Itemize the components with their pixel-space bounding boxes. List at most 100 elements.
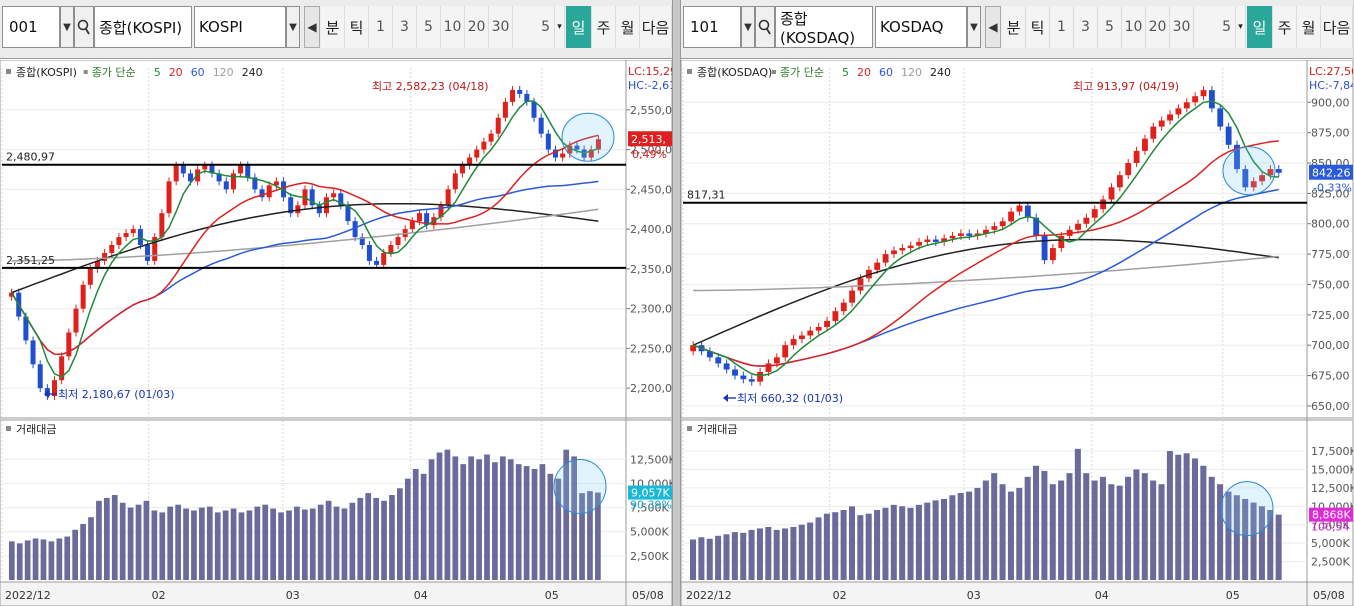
kosdaq-period-tick[interactable]: 틱 bbox=[1026, 6, 1050, 48]
kosdaq-interval-3[interactable]: 3 bbox=[1074, 6, 1098, 48]
high-annotation: 최고 2,582,23 (04/18) bbox=[372, 80, 489, 93]
kosdaq-period-minute[interactable]: 분 bbox=[1002, 6, 1026, 48]
candle-body bbox=[52, 380, 58, 397]
kosdaq-chart-area[interactable]: 900,00 875,00 850,00 825,00 800,00 775,00 750,… bbox=[681, 59, 1353, 606]
volume-bar bbox=[832, 512, 839, 580]
kosdaq-timeframe-week[interactable]: 주 bbox=[1273, 6, 1297, 48]
volume-bar bbox=[103, 497, 110, 580]
volume-bar bbox=[484, 454, 490, 580]
kospi-interval-10[interactable]: 10 bbox=[441, 6, 465, 48]
candle-body bbox=[223, 181, 229, 190]
kospi-interval-3[interactable]: 3 bbox=[393, 6, 417, 48]
kosdaq-code-dropdown-icon[interactable]: ▼ bbox=[741, 6, 755, 48]
volume-bar bbox=[915, 504, 922, 580]
kospi-next-button[interactable]: 다음 bbox=[640, 6, 672, 48]
kosdaq-interval-5[interactable]: 5 bbox=[1098, 6, 1122, 48]
candle-body bbox=[1192, 96, 1199, 103]
kosdaq-interval-20[interactable]: 20 bbox=[1146, 6, 1170, 48]
volume-bar bbox=[167, 506, 174, 580]
volume-bar bbox=[1258, 506, 1265, 580]
legend-ma-period: 5 bbox=[154, 66, 161, 79]
kospi-period-tick[interactable]: 틱 bbox=[345, 6, 369, 48]
volume-tick-label: 2,500K bbox=[1311, 556, 1350, 569]
kospi-code-dropdown-icon[interactable]: ▼ bbox=[60, 6, 74, 48]
kospi-index-select[interactable]: KOSPI bbox=[194, 6, 286, 48]
kosdaq-count-field[interactable]: 5 bbox=[1194, 6, 1236, 48]
kosdaq-index-select[interactable]: KOSDAQ bbox=[875, 6, 967, 48]
kosdaq-next-button[interactable]: 다음 bbox=[1321, 6, 1353, 48]
price-tick-label: 900,00 bbox=[1311, 96, 1350, 109]
candle-body bbox=[87, 268, 93, 285]
volume-bar bbox=[317, 504, 324, 580]
hc-value: HC:-7,84 bbox=[1309, 79, 1353, 92]
volume-bar bbox=[1033, 465, 1040, 580]
kospi-chart-svg[interactable]: 2,550,00 2,500,00 2,450,00 2,400,00 2,350,00… bbox=[0, 59, 672, 606]
candle-body bbox=[331, 193, 337, 198]
volume-bar bbox=[191, 510, 197, 580]
kospi-timeframe-week[interactable]: 주 bbox=[592, 6, 616, 48]
candle-body bbox=[567, 145, 573, 154]
volume-bar bbox=[1099, 476, 1106, 580]
candle-body bbox=[1275, 169, 1282, 173]
kosdaq-prev-arrow-icon[interactable]: ◀ bbox=[985, 6, 1001, 48]
kospi-prev-arrow-icon[interactable]: ◀ bbox=[304, 6, 320, 48]
kospi-interval-5[interactable]: 5 bbox=[417, 6, 441, 48]
kospi-count-field[interactable]: 5 bbox=[513, 6, 555, 48]
candle-body bbox=[1234, 144, 1240, 170]
kospi-code-input[interactable]: 001 bbox=[2, 6, 60, 48]
volume-bar bbox=[823, 513, 830, 580]
volume-bar bbox=[492, 462, 498, 580]
lc-value: LC:15,29 bbox=[628, 65, 672, 78]
kospi-interval-20[interactable]: 20 bbox=[465, 6, 489, 48]
kospi-interval-30[interactable]: 30 bbox=[489, 6, 513, 48]
legend-square-icon bbox=[687, 69, 692, 74]
kosdaq-interval-30[interactable]: 30 bbox=[1170, 6, 1194, 48]
candle-body bbox=[757, 371, 764, 382]
kospi-index-dropdown-icon[interactable]: ▼ bbox=[286, 6, 300, 48]
kospi-timeframe-day[interactable]: 일 bbox=[566, 6, 592, 48]
kosdaq-interval-10[interactable]: 10 bbox=[1122, 6, 1146, 48]
legend-ma-period: 120 bbox=[213, 66, 234, 79]
candle-body bbox=[690, 345, 697, 352]
panel-divider[interactable] bbox=[672, 0, 681, 606]
candle-body bbox=[288, 197, 294, 214]
candle-body bbox=[259, 189, 265, 198]
volume-bar bbox=[270, 508, 277, 580]
volume-bar bbox=[24, 540, 31, 580]
candle-body bbox=[840, 302, 847, 312]
kosdaq-index-dropdown-icon[interactable]: ▼ bbox=[967, 6, 981, 48]
kosdaq-timeframe-month[interactable]: 월 bbox=[1297, 6, 1321, 48]
kospi-timeframe-month[interactable]: 월 bbox=[616, 6, 640, 48]
volume-bar bbox=[515, 464, 522, 580]
candle-body bbox=[891, 250, 897, 255]
volume-tick-label: 12,500K bbox=[630, 453, 672, 466]
volume-bar bbox=[1141, 473, 1148, 580]
kospi-search-icon[interactable] bbox=[74, 6, 94, 48]
volume-bar bbox=[301, 509, 308, 580]
price-tick-label: 2,450,00 bbox=[630, 183, 672, 196]
candle-body bbox=[173, 165, 179, 182]
kosdaq-search-icon[interactable] bbox=[755, 6, 775, 48]
kospi-count-dropdown-icon[interactable]: ▾ bbox=[555, 6, 565, 48]
kospi-interval-1[interactable]: 1 bbox=[369, 6, 393, 48]
kosdaq-code-input[interactable]: 101 bbox=[683, 6, 741, 48]
kosdaq-interval-1[interactable]: 1 bbox=[1050, 6, 1074, 48]
ma-line-120 bbox=[11, 208, 599, 262]
ma-line-120 bbox=[693, 255, 1279, 292]
candle-body bbox=[732, 369, 738, 376]
volume-current-box bbox=[628, 485, 672, 500]
kosdaq-count-dropdown-icon[interactable]: ▾ bbox=[1236, 6, 1246, 48]
price-tick-label: 2,350,00 bbox=[630, 263, 672, 276]
volume-bar bbox=[874, 510, 881, 580]
kosdaq-timeframe-day[interactable]: 일 bbox=[1247, 6, 1273, 48]
volume-bar bbox=[151, 510, 158, 580]
volume-bar bbox=[890, 504, 897, 580]
candle-body bbox=[323, 197, 329, 214]
kospi-chart-area[interactable]: 2,550,00 2,500,00 2,450,00 2,400,00 2,350,00… bbox=[0, 59, 672, 606]
kosdaq-chart-svg[interactable]: 900,00875,00850,00825,00800,00775,00750,… bbox=[681, 59, 1353, 606]
candle-body bbox=[1242, 169, 1249, 188]
volume-bar bbox=[507, 459, 514, 580]
candle-body bbox=[1150, 126, 1157, 139]
price-tick-label: 825,00 bbox=[1311, 187, 1350, 200]
kospi-period-minute[interactable]: 분 bbox=[321, 6, 345, 48]
